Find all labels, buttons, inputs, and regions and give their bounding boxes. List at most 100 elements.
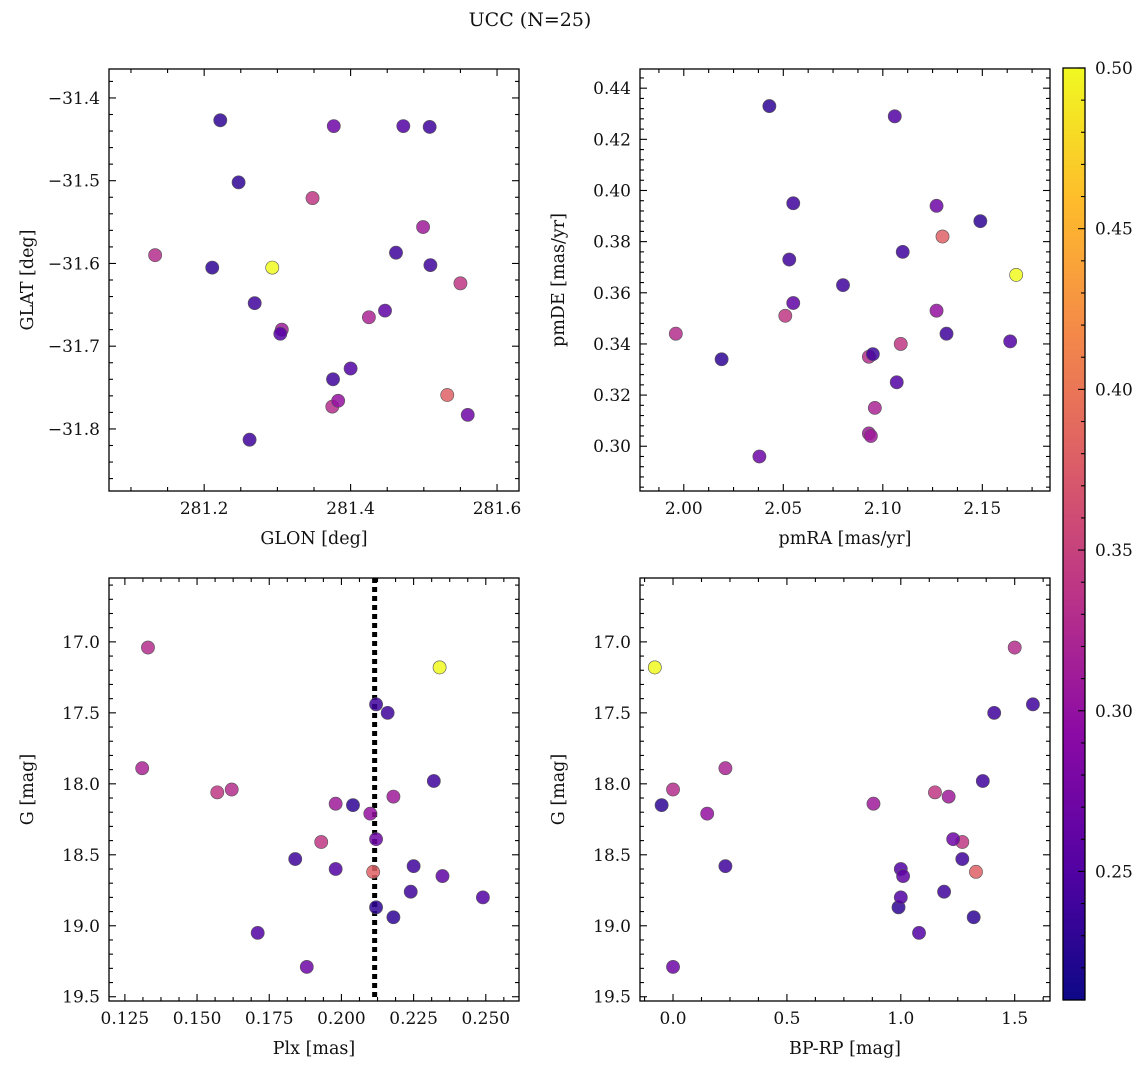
y-tick-label: 19.5 — [62, 988, 100, 1008]
data-point — [895, 244, 910, 259]
data-point — [435, 869, 450, 883]
axes-frame — [108, 577, 520, 1002]
y-tick-label: 0.44 — [593, 79, 631, 99]
x-tick-label: 0.175 — [245, 1009, 294, 1029]
colorbar-frame — [1062, 67, 1086, 1001]
data-point — [224, 782, 239, 797]
data-point — [314, 835, 329, 849]
data-point — [929, 303, 944, 318]
data-point — [778, 308, 793, 323]
x-tick-label: 0.200 — [317, 1009, 366, 1029]
bottom-right-panel: 0.0 0.5 1.0 1.5 17.0 17.5 18.0 18.5 19.0 19.5 BP-R… — [549, 577, 1051, 1059]
data-point — [666, 782, 680, 797]
data-point — [213, 113, 228, 128]
axes-frame — [639, 68, 1051, 492]
x-axis-label: Plx [mas] — [273, 1039, 355, 1059]
data-point — [386, 910, 401, 925]
data-point — [426, 774, 441, 788]
data-point — [148, 248, 163, 263]
data-point — [453, 276, 468, 291]
data-point — [288, 852, 303, 866]
data-point — [782, 252, 797, 267]
colorbar-tick-label: 0.45 — [1095, 220, 1133, 240]
data-point — [889, 375, 904, 390]
data-point — [422, 120, 437, 134]
y-axis-label: GLAT [deg] — [18, 230, 38, 331]
data-point — [1026, 697, 1040, 712]
y-tick-label: 0.32 — [593, 386, 631, 406]
data-point — [265, 260, 280, 275]
data-point — [476, 890, 490, 905]
colorbar-tick-label: 0.50 — [1095, 59, 1133, 79]
x-tick-label: 0.125 — [101, 1009, 150, 1029]
data-point — [786, 296, 801, 310]
data-point — [460, 407, 475, 422]
y-tick-label: 0.36 — [593, 284, 631, 304]
data-point — [718, 859, 733, 874]
figure-title: UCC (N=25) — [469, 9, 592, 31]
data-point — [647, 660, 662, 675]
data-point — [975, 774, 990, 788]
y-tick-label: 19.0 — [62, 917, 100, 937]
data-point — [247, 296, 262, 311]
data-point — [326, 119, 341, 133]
data-point — [973, 214, 988, 229]
data-point — [242, 432, 257, 447]
colorbar-tick-label: 0.35 — [1095, 541, 1133, 561]
data-point — [369, 900, 383, 915]
y-tick-label: 19.0 — [593, 917, 631, 937]
y-axis-label: G [mag] — [18, 754, 38, 825]
data-point — [369, 697, 383, 712]
data-point — [946, 832, 961, 847]
data-point — [987, 705, 1002, 720]
data-point — [273, 326, 288, 341]
data-point — [700, 806, 715, 821]
data-point — [135, 761, 150, 776]
x-tick-label: 0.225 — [389, 1009, 438, 1029]
data-point — [937, 884, 951, 899]
data-point — [1009, 267, 1024, 282]
y-axis-label: G [mag] — [549, 754, 569, 825]
y-tick-label: 0.30 — [593, 437, 631, 457]
y-tick-label: 17.0 — [593, 633, 631, 653]
data-point — [366, 864, 381, 879]
data-point — [141, 640, 155, 655]
x-tick-label: 2.15 — [963, 499, 1001, 519]
data-point — [718, 761, 733, 776]
data-point — [668, 326, 683, 341]
x-tick-label: 0.250 — [461, 1009, 510, 1029]
x-axis-label: pmRA [mas/yr] — [779, 529, 912, 549]
x-tick-label: 1.0 — [887, 1009, 914, 1029]
x-tick-label: 0.0 — [660, 1009, 687, 1029]
x-tick-label: 281.6 — [473, 499, 522, 519]
data-point — [362, 310, 376, 325]
bottom-left-panel: 0.125 0.150 0.175 0.200 0.225 0.250 17.0 17.5 18… — [18, 577, 520, 1059]
data-point — [423, 258, 438, 273]
data-point — [928, 785, 942, 800]
data-point — [896, 869, 910, 883]
data-point — [369, 832, 383, 847]
y-tick-label: 17.5 — [62, 704, 100, 724]
data-point — [396, 119, 411, 133]
data-point — [406, 859, 421, 874]
data-point — [1003, 334, 1018, 349]
x-tick-label: 281.2 — [180, 499, 229, 519]
y-tick-label: 0.42 — [593, 130, 631, 150]
data-point — [867, 400, 882, 415]
data-point — [666, 960, 680, 974]
data-point — [250, 925, 265, 940]
data-point — [326, 372, 340, 387]
data-point — [887, 109, 902, 124]
data-point — [378, 303, 392, 318]
data-point — [912, 925, 926, 940]
colorbar: 0.25 0.30 0.35 0.40 0.45 0.50 — [1062, 59, 1133, 1001]
data-point — [786, 196, 801, 211]
data-point — [863, 429, 878, 443]
data-point — [929, 198, 944, 213]
y-tick-label: 0.34 — [593, 335, 631, 355]
y-tick-label: 19.5 — [593, 988, 631, 1008]
x-tick-label: 1.5 — [1001, 1009, 1028, 1029]
data-point — [299, 960, 314, 974]
data-point — [343, 361, 358, 376]
data-point — [231, 175, 246, 190]
